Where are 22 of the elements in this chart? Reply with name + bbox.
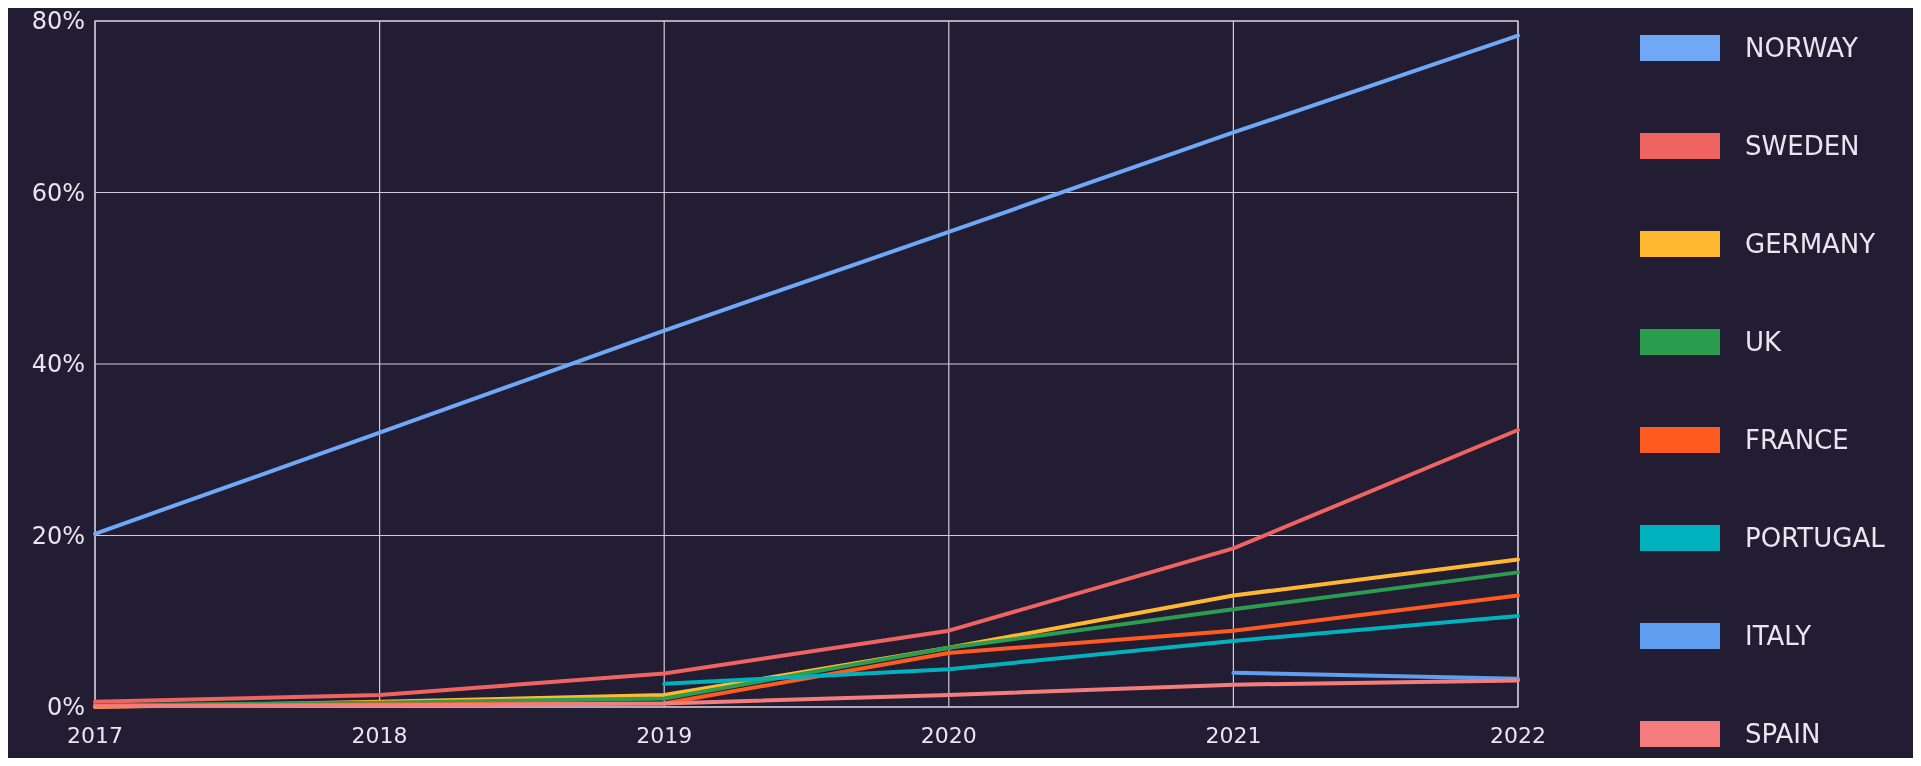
y-tick-label: 0% [46, 693, 85, 722]
legend-label: FRANCE [1745, 425, 1849, 456]
x-tick-label: 2020 [920, 723, 977, 748]
line-series [93, 33, 1520, 536]
legend-label: ITALY [1745, 621, 1812, 652]
x-tick-label: 2018 [351, 723, 408, 748]
line-series [93, 428, 1520, 704]
y-tick-label: 80% [31, 7, 85, 36]
line-series [662, 614, 1520, 686]
legend-label: GERMANY [1745, 229, 1876, 260]
x-tick-label: 2022 [1490, 723, 1546, 748]
legend-label: NORWAY [1745, 33, 1858, 64]
y-tick-label: 20% [31, 521, 85, 550]
x-tick-label: 2019 [636, 723, 693, 748]
x-tick-label: 2017 [67, 723, 123, 748]
legend-label: UK [1745, 327, 1783, 358]
legend-label: SWEDEN [1745, 131, 1860, 162]
x-tick-label: 2021 [1205, 723, 1262, 748]
legend-label: SPAIN [1745, 719, 1821, 750]
y-tick-label: 40% [31, 350, 85, 379]
y-tick-label: 60% [31, 178, 85, 207]
legend-label: PORTUGAL [1745, 523, 1886, 554]
